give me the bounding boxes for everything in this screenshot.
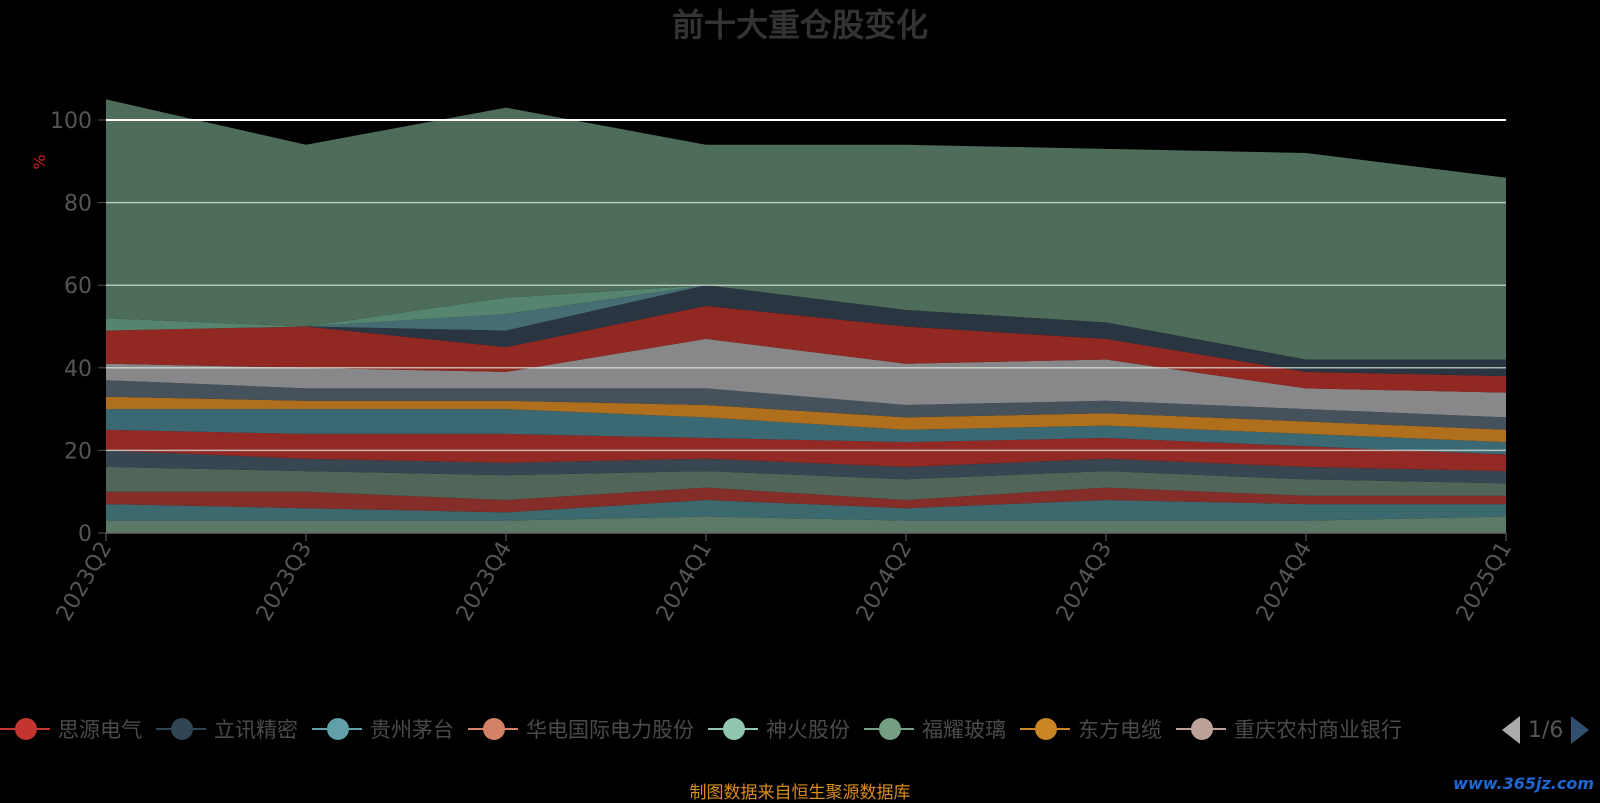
- legend-label: 贵州茅台: [370, 718, 454, 742]
- legend-item-2[interactable]: 贵州茅台: [312, 714, 454, 744]
- x-tick-label-2024Q3: 2024Q3: [1052, 538, 1117, 626]
- legend-page-indicator: 1/6: [1528, 717, 1564, 743]
- legend-label: 东方电缆: [1078, 718, 1162, 742]
- legend-label: 重庆农村商业银行: [1234, 718, 1402, 742]
- area-series-4: [106, 450, 1506, 484]
- y-tick-label-60: 60: [64, 274, 92, 299]
- x-tick-label-2023Q3: 2023Q3: [252, 538, 317, 626]
- x-tick-label-2024Q2: 2024Q2: [852, 538, 917, 626]
- area-series-2: [106, 487, 1506, 513]
- area-series-10: [106, 305, 1506, 393]
- area-series-14: [106, 99, 1506, 360]
- legend-label: 福耀玻璃: [922, 718, 1006, 742]
- legend-item-3[interactable]: 华电国际电力股份: [468, 714, 694, 744]
- area-series-11: [106, 285, 1506, 377]
- x-tick-label-2025Q1: 2025Q1: [1452, 538, 1517, 626]
- site-watermark: www.365jz.com: [1453, 774, 1594, 793]
- y-axis-unit: %: [30, 154, 49, 169]
- x-tick-label-2023Q4: 2023Q4: [452, 538, 517, 626]
- legend-label: 立讯精密: [214, 718, 298, 742]
- legend-item-4[interactable]: 神火股份: [708, 714, 850, 744]
- x-tick-label-2024Q4: 2024Q4: [1252, 538, 1317, 626]
- legend-label: 神火股份: [766, 718, 850, 742]
- y-tick-label-40: 40: [64, 357, 92, 382]
- area-series-7: [106, 396, 1506, 443]
- legend-marker-icon: [708, 716, 758, 742]
- y-tick-label-20: 20: [64, 439, 92, 464]
- legend-marker-icon: [468, 716, 518, 742]
- legend-scroll: 思源电气 立讯精密 贵州茅台 华电国际电力股份 神火股份 福耀玻璃 东方电缆 重庆农村商业银行: [0, 712, 1480, 746]
- legend-item-0[interactable]: 思源电气: [0, 714, 142, 744]
- area-series-12: [106, 285, 1506, 360]
- data-source-note: 制图数据来自恒生聚源数据库: [689, 783, 911, 803]
- legend-item-6[interactable]: 东方电缆: [1020, 714, 1162, 744]
- area-series-9: [106, 338, 1506, 418]
- legend-label: 思源电气: [58, 718, 142, 742]
- grid-lines: [106, 119, 1506, 534]
- y-tick-label-100: 100: [50, 109, 92, 134]
- legend-marker-icon: [1176, 716, 1226, 742]
- legend-marker-icon: [312, 716, 362, 742]
- legend-item-5[interactable]: 福耀玻璃: [864, 714, 1006, 744]
- y-tick-label-0: 0: [78, 522, 92, 547]
- x-tick-label-2023Q2: 2023Q2: [52, 538, 117, 626]
- y-axis-ticks: 0 20 40 60 80 100: [50, 109, 106, 547]
- legend-item-1[interactable]: 立讯精密: [156, 714, 298, 744]
- legend-item-7[interactable]: 重庆农村商业银行: [1176, 714, 1402, 744]
- y-tick-label-80: 80: [64, 192, 92, 217]
- legend-pager: 1/6: [1502, 716, 1590, 744]
- legend-marker-icon: [1020, 716, 1070, 742]
- legend-marker-icon: [156, 716, 206, 742]
- legend-marker-icon: [0, 716, 50, 742]
- chart-title: 前十大重仓股变化: [672, 6, 928, 44]
- legend: 思源电气 立讯精密 贵州茅台 华电国际电力股份 神火股份 福耀玻璃 东方电缆 重庆农村商业银行: [0, 712, 1480, 746]
- legend-label: 华电国际电力股份: [526, 718, 694, 742]
- legend-next-arrow-icon[interactable]: [1571, 716, 1590, 744]
- area-series-1: [106, 500, 1506, 521]
- area-layers: [106, 99, 1506, 533]
- legend-prev-arrow-icon[interactable]: [1502, 716, 1520, 744]
- area-series-6: [106, 409, 1506, 455]
- area-series-8: [106, 380, 1506, 430]
- legend-marker-icon: [864, 716, 914, 742]
- x-axis-ticks: 2023Q2 2023Q3 2023Q4 2024Q1 2024Q2 2024Q3 2024…: [52, 533, 1517, 626]
- area-series-3: [106, 466, 1506, 500]
- area-series-0: [106, 516, 1506, 533]
- x-tick-label-2024Q1: 2024Q1: [652, 538, 717, 626]
